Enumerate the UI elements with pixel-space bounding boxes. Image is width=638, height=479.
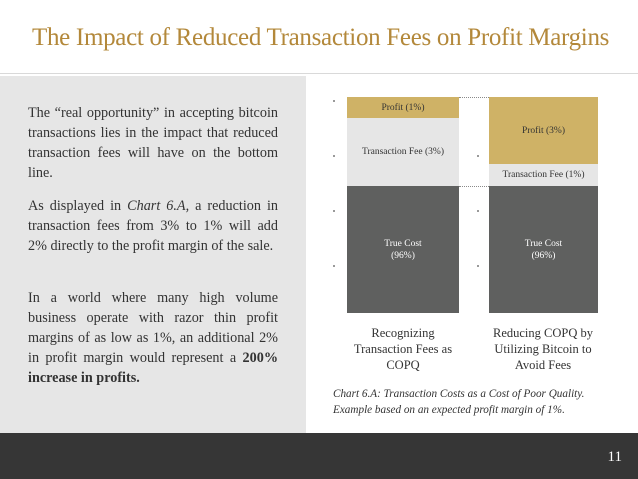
paragraph-profit-increase: In a world where many high volume busine…	[28, 288, 278, 388]
axis-tick	[333, 265, 335, 267]
segment-label: True Cost	[384, 238, 422, 249]
paragraph-profit-increase-prefix: In a world where many high volume busine…	[28, 290, 278, 366]
bar-segment-transaction-fee: Transaction Fee (3%)	[347, 118, 459, 186]
bar-segment-profit: Profit (3%)	[489, 97, 598, 164]
bar-recognizing-fees: Profit (1%) Transaction Fee (3%) True Co…	[347, 97, 459, 313]
paragraph-chart-reference: As displayed in Chart 6.A, a reduction i…	[28, 196, 278, 256]
text-panel	[0, 76, 306, 433]
paragraph-chart-reference-suffix: a reduction in transaction fees from 3% …	[28, 198, 279, 254]
connector-line	[459, 186, 489, 187]
axis-tick	[477, 155, 479, 157]
segment-label: Profit (3%)	[521, 125, 565, 136]
category-label: Reducing COPQ by Utilizing Bitcoin to Av…	[493, 326, 593, 372]
paragraph-opportunity: The “real opportunity” in accepting bitc…	[28, 105, 278, 181]
axis-tick	[333, 210, 335, 212]
axis-tick	[333, 155, 335, 157]
bar-segment-true-cost: True Cost (96%)	[347, 186, 459, 313]
segment-label: True Cost	[524, 238, 563, 249]
chart-reference: Chart 6.A,	[127, 198, 190, 214]
footer-bar: 11	[0, 433, 638, 479]
connector-line	[459, 97, 489, 98]
axis-tick	[333, 100, 335, 102]
paragraph-chart-reference-prefix: As displayed in	[28, 198, 128, 214]
axis-tick	[477, 210, 479, 212]
slide-title: The Impact of Reduced Transaction Fees o…	[32, 24, 610, 51]
axis-tick	[477, 265, 479, 267]
segment-label: Transaction Fee (3%)	[362, 147, 444, 157]
segment-sublabel: (96%)	[531, 250, 556, 261]
segment-label: Transaction Fee (1%)	[502, 170, 585, 180]
profit-increase-highlight: 200% increase in profits.	[28, 350, 278, 386]
bar-reducing-copq: Profit (3%) Transaction Fee (1%) True Co…	[489, 97, 598, 313]
segment-label: Profit (1%)	[381, 102, 425, 113]
title-divider	[0, 73, 638, 74]
category-label: Recognizing Transaction Fees as COPQ	[353, 326, 453, 372]
segment-sublabel: (96%)	[391, 250, 415, 261]
page-number: 11	[607, 449, 622, 465]
bar-segment-profit: Profit (1%)	[347, 97, 459, 118]
bar-segment-true-cost: True Cost (96%)	[489, 186, 598, 313]
bar-segment-transaction-fee: Transaction Fee (1%)	[489, 164, 598, 186]
chart-caption: Chart 6.A: Transaction Costs as a Cost o…	[333, 388, 585, 416]
